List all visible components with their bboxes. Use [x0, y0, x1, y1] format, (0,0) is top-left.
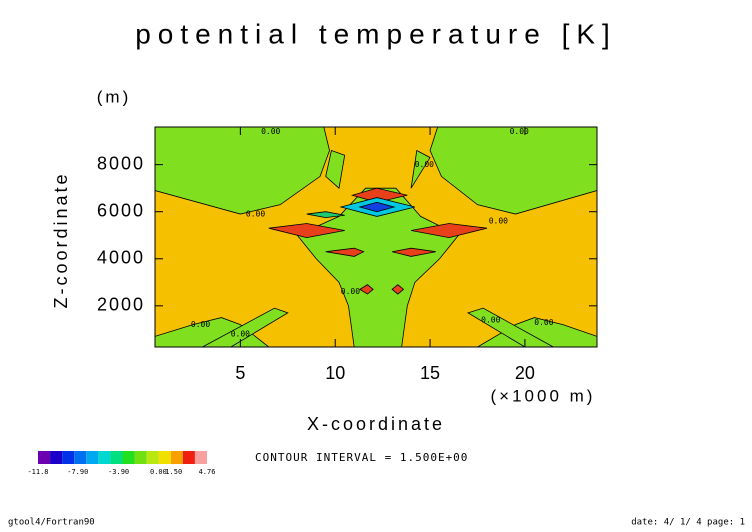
y-tick-label: 6000: [97, 200, 145, 220]
footer-right: date: 4/ 1/ 4 page: 1: [631, 518, 745, 528]
colorbar-label: 0.00: [150, 468, 167, 476]
colorbar-box: [146, 451, 159, 464]
contour-region: [358, 201, 396, 213]
colorbar-box: [110, 451, 123, 464]
contour-label: 0.00: [341, 287, 360, 296]
y-tick-label: 8000: [97, 153, 145, 173]
colorbar-box: [38, 451, 51, 464]
colorbar-label: -11.8: [27, 468, 48, 476]
plot-frame: [154, 126, 598, 348]
contour-label: 0.00: [481, 315, 500, 324]
contour-interval: CONTOUR INTERVAL = 1.500E+00: [255, 451, 468, 464]
contour-label: 0.00: [534, 318, 553, 327]
contour-label: 0.00: [246, 210, 265, 219]
contour-region: [325, 150, 346, 189]
contour-label: 0.00: [261, 127, 280, 136]
contour-region: [391, 284, 405, 295]
colorbar-box: [86, 451, 99, 464]
contour-label: 0.00: [191, 320, 210, 329]
y-tick-label: 2000: [97, 295, 145, 315]
colorbar-box: [158, 451, 171, 464]
contour-label: 0.00: [231, 330, 250, 339]
contour-region: [359, 284, 374, 295]
colorbar-box: [62, 451, 75, 464]
chart-title: potential temperature [K]: [135, 18, 617, 49]
contour-region: [325, 247, 365, 257]
y-tick-label: 4000: [97, 248, 145, 268]
y-unit: (m): [97, 87, 131, 106]
colorbar-label: 4.76: [199, 468, 216, 476]
contour-region: [411, 223, 488, 238]
x-tick-label: 10: [325, 363, 345, 383]
contour-label: 0.00: [415, 160, 434, 169]
x-tick-label: 5: [235, 363, 245, 383]
contour-region: [306, 211, 345, 218]
contour-region: [410, 149, 431, 189]
y-axis-title: Z-coordinate: [51, 171, 71, 308]
colorbar-label: -7.90: [67, 468, 88, 476]
contour-label: 0.00: [489, 217, 508, 226]
contour-region: [154, 126, 330, 215]
x-unit: (×1000 m): [491, 386, 596, 405]
colorbar-box: [182, 451, 195, 464]
x-axis-title: X-coordinate: [307, 414, 445, 434]
colorbar-box: [98, 451, 111, 464]
x-tick-label: 20: [515, 363, 535, 383]
colorbar-box: [122, 451, 135, 464]
contour-region: [268, 223, 345, 238]
colorbar-label: 1.50: [165, 468, 182, 476]
contour-region: [392, 247, 436, 257]
x-tick-label: 15: [420, 363, 440, 383]
colorbar-box: [50, 451, 63, 464]
contour-label: 0.00: [510, 127, 529, 136]
colorbar-box: [134, 451, 147, 464]
colorbar-box: [194, 451, 207, 464]
contour-region: [429, 126, 598, 215]
footer-left: gtool4/Fortran90: [8, 518, 95, 528]
colorbar-label: -3.90: [108, 468, 129, 476]
colorbar-box: [74, 451, 87, 464]
colorbar-box: [170, 451, 183, 464]
